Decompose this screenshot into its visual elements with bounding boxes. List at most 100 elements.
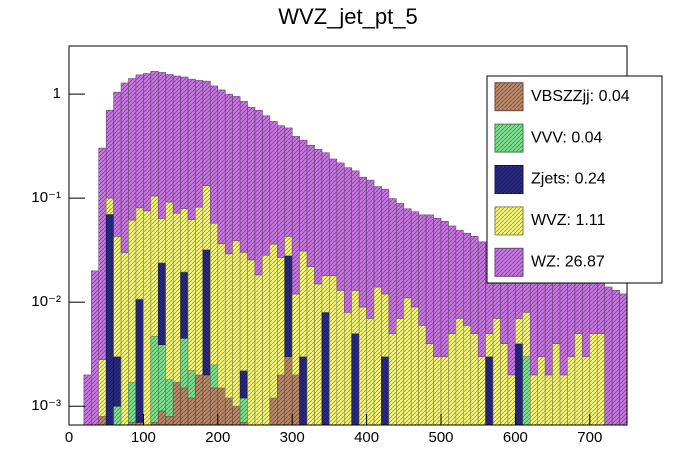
y-tick-label: 1 — [53, 85, 61, 102]
bar — [157, 262, 167, 346]
bar — [381, 293, 390, 357]
bar — [396, 318, 405, 425]
bar — [143, 210, 152, 425]
bar — [98, 359, 107, 417]
bar — [135, 74, 144, 209]
bar — [321, 275, 330, 313]
bar — [329, 275, 338, 425]
bar — [440, 220, 449, 357]
bar — [299, 356, 308, 425]
bar — [485, 333, 494, 357]
bar — [135, 207, 144, 300]
bar — [440, 356, 449, 425]
x-tick-label: 500 — [428, 429, 453, 446]
bar — [351, 333, 360, 425]
bar — [239, 101, 248, 253]
bar — [358, 176, 367, 308]
y-tick-label: 10⁻³ — [31, 397, 61, 414]
bar — [336, 290, 345, 425]
bar — [128, 219, 137, 383]
bar — [217, 387, 226, 425]
bar — [604, 286, 613, 425]
bar — [477, 241, 486, 357]
bar — [381, 188, 390, 295]
bar — [83, 374, 92, 425]
legend-swatch — [494, 165, 524, 194]
bar — [269, 243, 278, 399]
x-tick-label: 400 — [354, 429, 379, 446]
bar — [291, 374, 300, 425]
bar — [105, 109, 114, 199]
bar — [425, 343, 434, 425]
bar — [559, 270, 568, 376]
bar — [180, 208, 189, 273]
bar — [202, 185, 211, 250]
bar — [485, 356, 494, 425]
bar — [210, 222, 219, 366]
bar — [366, 179, 375, 319]
bar — [284, 356, 293, 425]
bar — [559, 374, 568, 425]
bar — [410, 211, 419, 308]
bar — [567, 270, 576, 357]
bar — [611, 290, 620, 425]
bar — [143, 73, 152, 212]
bar — [224, 93, 233, 255]
bar — [321, 311, 330, 425]
bar — [574, 333, 583, 425]
bar — [187, 397, 196, 425]
bar — [269, 121, 278, 245]
bar — [247, 259, 256, 425]
bar — [358, 306, 367, 425]
legend-label: VVV: 0.04 — [531, 129, 603, 146]
bar — [277, 257, 286, 376]
bar — [582, 275, 591, 357]
bar — [284, 235, 293, 256]
bar — [150, 195, 159, 337]
bar — [529, 374, 539, 425]
bar — [113, 235, 122, 357]
bar — [477, 356, 486, 425]
y-tick-label: 10⁻² — [31, 293, 61, 310]
bar — [105, 197, 114, 215]
bar — [425, 214, 434, 344]
bar — [172, 381, 181, 425]
legend-label: WVZ: 1.11 — [531, 212, 605, 229]
bar — [202, 249, 211, 376]
bar — [135, 298, 144, 423]
bar — [306, 266, 315, 425]
plot-area — [83, 71, 627, 425]
legend-swatch — [494, 123, 524, 153]
bar — [284, 127, 293, 237]
bar — [232, 405, 241, 425]
bar — [343, 167, 353, 313]
y-tick-label: 10⁻¹ — [31, 189, 61, 206]
x-tick-label: 100 — [131, 429, 156, 446]
bar — [552, 343, 561, 425]
bar — [165, 74, 174, 203]
bar — [448, 333, 457, 425]
bar — [239, 370, 248, 399]
bar — [113, 356, 122, 407]
bar — [500, 343, 509, 425]
bar — [596, 333, 605, 425]
bar — [98, 147, 107, 361]
legend-swatch — [494, 82, 524, 112]
bar — [157, 72, 167, 219]
bar — [195, 206, 204, 376]
bar — [187, 78, 196, 220]
bar — [180, 76, 189, 209]
bar — [314, 283, 323, 425]
bar — [596, 275, 605, 334]
bar — [202, 374, 211, 425]
bar — [180, 337, 189, 389]
bar — [165, 379, 174, 417]
x-tick-label: 300 — [280, 429, 305, 446]
bar — [351, 290, 360, 334]
bar — [418, 214, 427, 326]
bar — [366, 318, 375, 425]
x-tick-label: 200 — [205, 429, 230, 446]
bar — [433, 356, 442, 425]
bar — [589, 333, 598, 425]
